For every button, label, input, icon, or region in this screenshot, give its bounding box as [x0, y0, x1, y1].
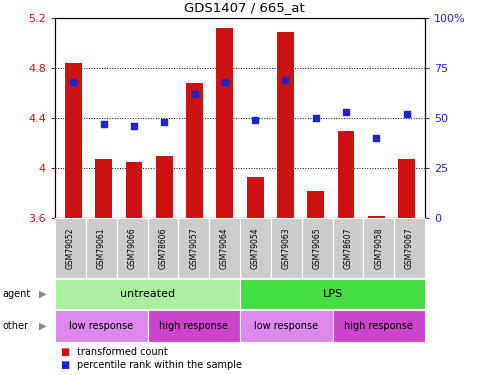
Text: GSM79061: GSM79061: [97, 227, 106, 269]
Text: ■: ■: [60, 347, 69, 357]
Bar: [277, 32, 294, 218]
Bar: [308, 190, 324, 218]
Text: GSM79064: GSM79064: [220, 227, 229, 269]
Text: percentile rank within the sample: percentile rank within the sample: [77, 360, 241, 370]
Text: ▶: ▶: [39, 321, 47, 331]
Point: [372, 135, 380, 141]
Bar: [338, 130, 355, 218]
Text: low response: low response: [254, 321, 318, 331]
Point: [342, 109, 350, 115]
Point: [403, 111, 411, 117]
Bar: [65, 63, 82, 218]
Point: [221, 79, 228, 85]
Point: [282, 77, 289, 83]
Text: low response: low response: [69, 321, 133, 331]
Text: untreated: untreated: [120, 289, 175, 299]
Text: GSM79067: GSM79067: [405, 227, 414, 269]
Point: [130, 123, 138, 129]
Text: GSM78607: GSM78607: [343, 227, 353, 269]
Text: GSM79052: GSM79052: [66, 227, 75, 269]
Bar: [368, 216, 385, 218]
Point: [191, 91, 199, 97]
Point: [70, 79, 77, 85]
Bar: [398, 159, 415, 218]
Text: GSM79054: GSM79054: [251, 227, 260, 269]
Bar: [126, 162, 142, 218]
Text: GSM79065: GSM79065: [313, 227, 322, 269]
Text: ▶: ▶: [39, 289, 47, 299]
Text: high response: high response: [159, 321, 228, 331]
Bar: [186, 83, 203, 218]
Text: high response: high response: [344, 321, 413, 331]
Bar: [156, 156, 172, 218]
Bar: [95, 159, 112, 218]
Text: ■: ■: [60, 360, 69, 370]
Text: transformed count: transformed count: [77, 347, 168, 357]
Text: GSM79063: GSM79063: [282, 227, 291, 269]
Bar: [216, 28, 233, 218]
Text: GSM79057: GSM79057: [189, 227, 198, 269]
Text: LPS: LPS: [323, 289, 342, 299]
Text: GDS1407 / 665_at: GDS1407 / 665_at: [185, 1, 305, 14]
Bar: [247, 177, 264, 218]
Point: [160, 119, 168, 125]
Point: [99, 121, 107, 127]
Text: agent: agent: [2, 289, 30, 299]
Point: [251, 117, 259, 123]
Text: GSM79066: GSM79066: [128, 227, 137, 269]
Point: [312, 115, 320, 121]
Text: GSM78606: GSM78606: [158, 227, 168, 269]
Text: GSM79058: GSM79058: [374, 227, 383, 269]
Text: other: other: [2, 321, 28, 331]
